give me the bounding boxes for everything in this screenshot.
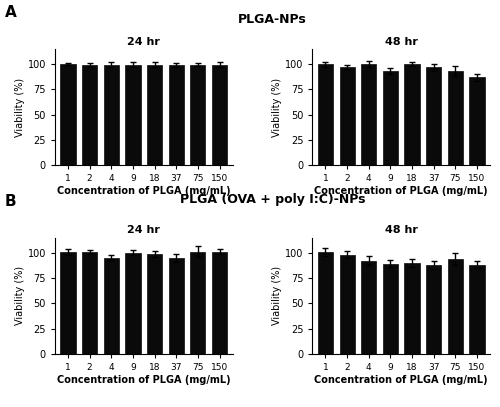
Bar — [361, 261, 376, 354]
Bar — [318, 64, 333, 165]
Bar — [448, 71, 463, 165]
Bar — [190, 252, 206, 354]
X-axis label: Concentration of PLGA (mg/mL): Concentration of PLGA (mg/mL) — [314, 375, 488, 385]
Bar — [126, 65, 140, 165]
X-axis label: Concentration of PLGA (mg/mL): Concentration of PLGA (mg/mL) — [314, 186, 488, 196]
Title: 48 hr: 48 hr — [385, 225, 418, 235]
Bar — [318, 252, 333, 354]
Text: PLGA-NPs: PLGA-NPs — [238, 13, 307, 26]
Bar — [426, 265, 442, 354]
X-axis label: Concentration of PLGA (mg/mL): Concentration of PLGA (mg/mL) — [57, 375, 231, 385]
Bar — [190, 65, 206, 165]
Title: 48 hr: 48 hr — [385, 37, 418, 47]
Title: 24 hr: 24 hr — [128, 225, 160, 235]
Bar — [126, 253, 140, 354]
X-axis label: Concentration of PLGA (mg/mL): Concentration of PLGA (mg/mL) — [57, 186, 231, 196]
Bar — [340, 255, 354, 354]
Bar — [383, 71, 398, 165]
Bar — [212, 65, 227, 165]
Bar — [212, 252, 227, 354]
Bar — [147, 254, 162, 354]
Bar — [404, 64, 419, 165]
Bar — [168, 258, 184, 354]
Bar — [82, 65, 97, 165]
Y-axis label: Viability (%): Viability (%) — [272, 77, 282, 137]
Bar — [60, 252, 76, 354]
Text: PLGA (OVA + poly I:C)-NPs: PLGA (OVA + poly I:C)-NPs — [180, 193, 365, 206]
Text: B: B — [5, 194, 16, 209]
Bar — [340, 67, 354, 165]
Bar — [168, 65, 184, 165]
Y-axis label: Viability (%): Viability (%) — [15, 266, 25, 326]
Bar — [470, 77, 484, 165]
Text: A: A — [5, 5, 17, 20]
Bar — [82, 252, 97, 354]
Bar — [104, 65, 119, 165]
Bar — [383, 264, 398, 354]
Bar — [361, 64, 376, 165]
Bar — [147, 65, 162, 165]
Title: 24 hr: 24 hr — [128, 37, 160, 47]
Y-axis label: Viability (%): Viability (%) — [272, 266, 282, 326]
Bar — [404, 263, 419, 354]
Bar — [448, 259, 463, 354]
Y-axis label: Viability (%): Viability (%) — [15, 77, 25, 137]
Bar — [60, 64, 76, 165]
Bar — [104, 258, 119, 354]
Bar — [426, 67, 442, 165]
Bar — [470, 265, 484, 354]
